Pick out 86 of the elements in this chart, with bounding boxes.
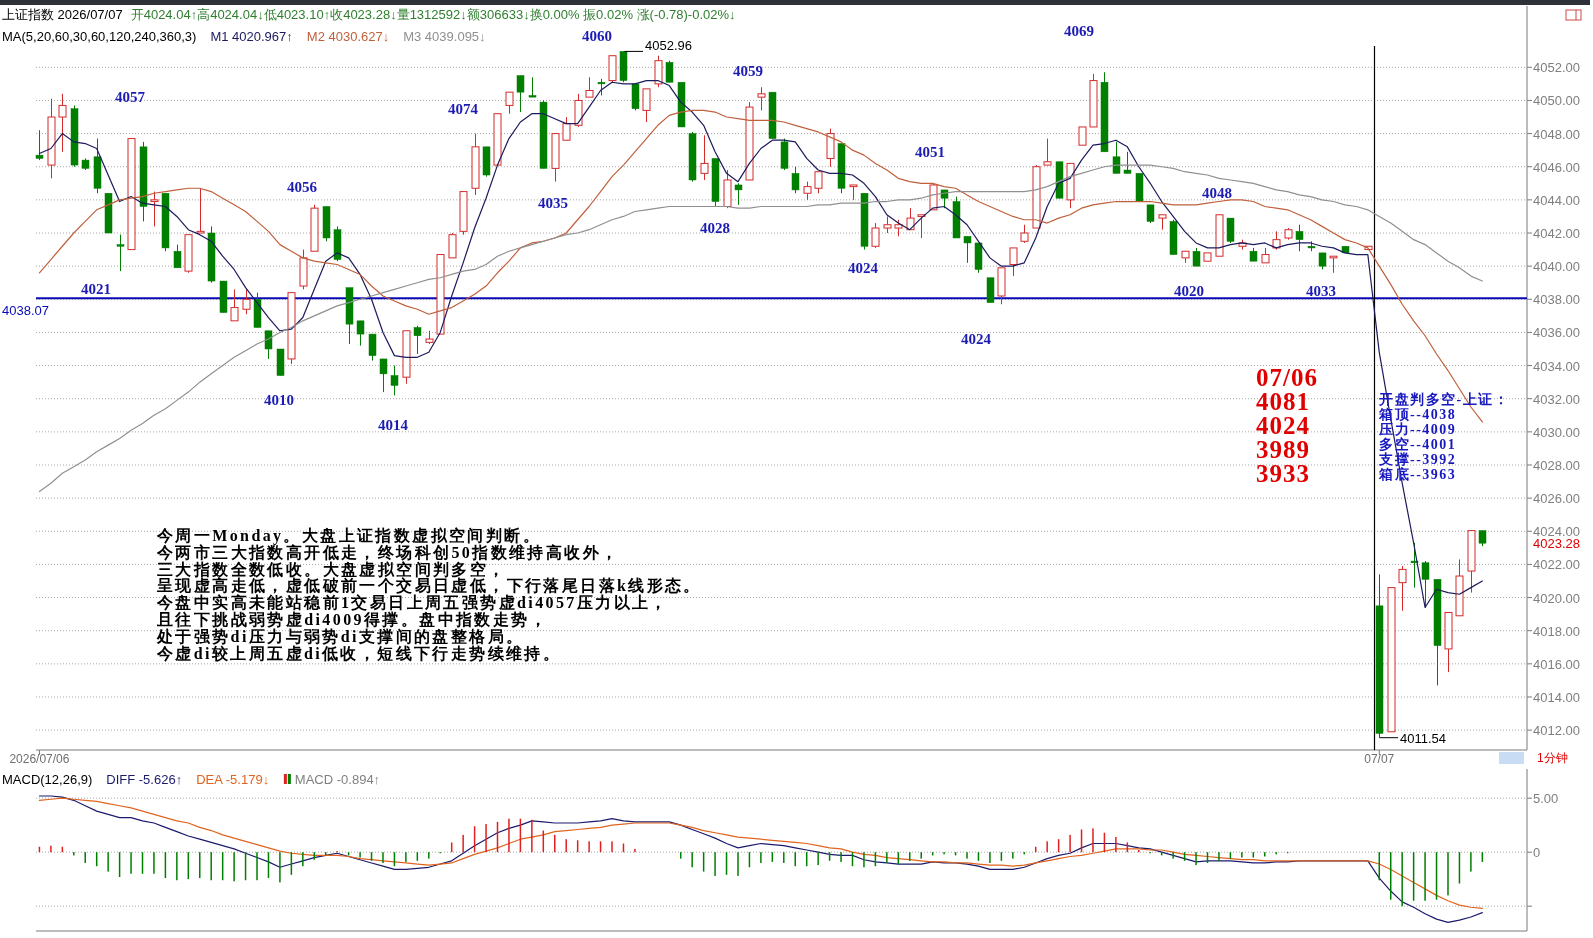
y-tick-label: 4014.00 <box>1533 689 1580 705</box>
candlestick <box>1123 151 1132 174</box>
annotation: 4059 <box>733 63 763 79</box>
candlestick <box>1226 217 1235 244</box>
y-tick-label: 4036.00 <box>1533 324 1580 340</box>
annotation: 4060 <box>582 28 612 44</box>
annotation: 4057 <box>115 89 146 105</box>
text: M1 4020.967↑ <box>210 28 293 44</box>
y-tick-label: 4018.00 <box>1533 623 1580 639</box>
annotation: 今虚di较上周五虚di低收，短线下行走势续维持。 <box>156 644 562 662</box>
x-tick-label: 07/07 <box>1364 752 1395 766</box>
annotation: 4011.54 <box>1400 730 1447 746</box>
y-tick-label: 4020.00 <box>1533 590 1580 606</box>
annotation: 4024 <box>961 331 992 347</box>
x-tick-label: 2026/07/06 <box>9 752 70 766</box>
candlestick <box>368 333 377 362</box>
annotation: 4074 <box>448 101 479 117</box>
y-tick-label: 4030.00 <box>1533 424 1580 440</box>
ref-line-label: 4038.07 <box>2 302 49 318</box>
candlestick <box>379 358 388 393</box>
candlestick <box>58 93 67 153</box>
legend-label: MACD -0.894↑ <box>294 771 381 787</box>
annotation: 4024 <box>848 260 879 276</box>
y-tick-label: 4012.00 <box>1533 722 1580 738</box>
annotation: 4010 <box>264 392 294 408</box>
candlestick <box>356 320 365 347</box>
candlestick <box>791 166 800 194</box>
annotation: 今周一Monday。大盘上证指数虚拟空间判断。 <box>156 526 542 545</box>
y-tick-label: 4048.00 <box>1533 126 1580 142</box>
y-tick-label: 5.00 <box>1533 790 1559 806</box>
annotation: 4033 <box>1306 283 1336 299</box>
y-tick-label: 4026.00 <box>1533 490 1580 506</box>
annotation: 4014 <box>378 417 409 433</box>
legend-title: MACD(12,26,9) <box>2 771 93 787</box>
annotation: 4048 <box>1202 185 1232 201</box>
candlestick <box>1192 247 1201 267</box>
y-tick-label: 4032.00 <box>1533 391 1580 407</box>
annotation: 4069 <box>1064 23 1094 39</box>
candlestick <box>1398 565 1407 612</box>
annotation: 4052.96 <box>645 37 692 53</box>
y-tick-label: 4050.00 <box>1533 92 1580 108</box>
candlestick <box>963 235 972 264</box>
candlestick <box>390 365 399 396</box>
annotation: 处于强势di压力与弱势di支撑间的盘整格局。 <box>156 627 525 645</box>
candlestick <box>1146 204 1155 224</box>
y-tick-label: 4034.00 <box>1533 358 1580 374</box>
candlestick <box>35 129 44 161</box>
y-tick-label: 0 <box>1533 844 1541 860</box>
candlestick <box>116 234 125 272</box>
annotation: 4051 <box>915 144 945 160</box>
candlestick <box>1421 560 1430 608</box>
annotation: 4035 <box>538 195 568 211</box>
annotation: 4056 <box>287 179 318 195</box>
y-tick-label: 4042.00 <box>1533 225 1580 241</box>
annotation: 多空--4001 <box>1379 435 1457 452</box>
annotation: 且往下挑战弱势虚di4009得撑。盘中指数走势， <box>156 610 548 628</box>
annotation: 4021 <box>81 281 111 297</box>
y-tick-label: 4046.00 <box>1533 159 1580 175</box>
y-tick-label: 4044.00 <box>1533 192 1580 208</box>
candlestick <box>173 244 182 269</box>
candlestick <box>734 182 743 206</box>
y-tick-label: 4038.00 <box>1533 291 1580 307</box>
annotation: 压力--4009 <box>1378 421 1457 437</box>
y-tick-label: 4052.00 <box>1533 59 1580 75</box>
y-tick-label: 4040.00 <box>1533 258 1580 274</box>
candlestick <box>264 330 273 360</box>
candlestick <box>516 75 525 113</box>
candlestick <box>528 76 537 98</box>
y-tick-label: 4022.00 <box>1533 556 1580 572</box>
chart-subtitle: 开4024.04↑高4024.04↓低4023.10↑收4023.28↓量1312592↓额306633↓换0.00% 振0.02% 涨(-0.78)-0.02%↓ <box>130 6 736 22</box>
text: M3 4039.095↓ <box>403 28 486 44</box>
candlestick <box>1295 224 1304 252</box>
y-tick-label: 4016.00 <box>1533 656 1580 672</box>
legend-title: MA(5,20,60,30,60,120,240,360,3) <box>2 28 197 44</box>
y-tick-label: 4028.00 <box>1533 457 1580 473</box>
candlestick <box>413 325 422 355</box>
chart-title: 上证指数 2026/07/07 <box>2 6 123 22</box>
text: DIFF -5.626↑ <box>106 771 183 787</box>
candlestick <box>665 60 674 83</box>
candlestick <box>47 98 56 179</box>
text: DEA -5.179↓ <box>196 771 270 787</box>
text: 1分钟 <box>1537 751 1568 765</box>
candlestick <box>1112 141 1121 174</box>
annotation: 4028 <box>700 220 730 236</box>
annotation: 4020 <box>1174 283 1204 299</box>
text: M2 4030.627↓ <box>306 28 390 44</box>
